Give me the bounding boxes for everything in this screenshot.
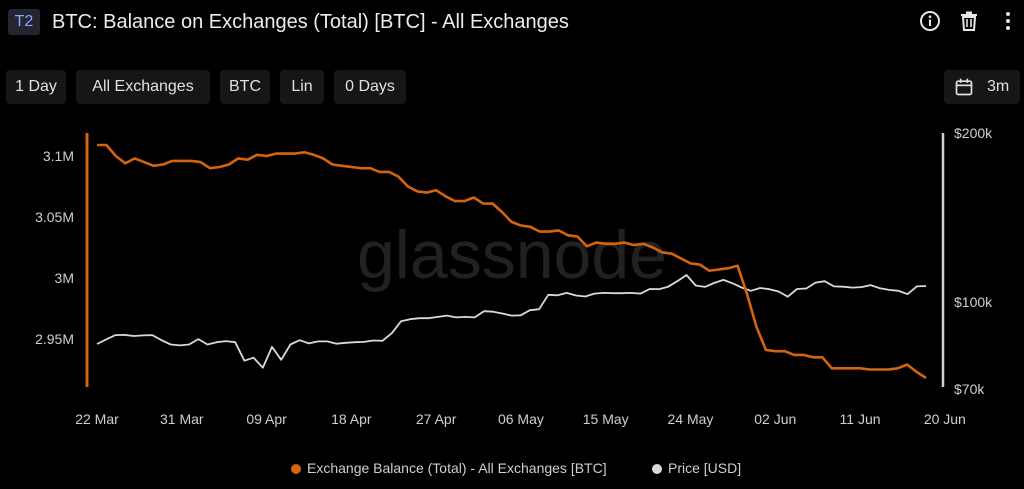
x-axis-tick-label: 02 Jun: [754, 411, 796, 427]
right-axis-tick-label: $100k: [954, 294, 993, 310]
trash-icon[interactable]: [957, 9, 981, 33]
left-axis-tick-label: 3M: [55, 270, 74, 286]
left-axis-tick-label: 3.05M: [35, 209, 74, 225]
x-axis-tick-label: 22 Mar: [75, 411, 119, 427]
legend-item-balance[interactable]: Exchange Balance (Total) - All Exchanges…: [291, 456, 607, 480]
price-series-line: [96, 274, 927, 369]
currency-button[interactable]: BTC: [220, 70, 270, 104]
legend-label-price: Price [USD]: [668, 460, 742, 476]
watermark-text: glassnode: [357, 217, 667, 293]
x-axis-tick-label: 15 May: [583, 411, 629, 427]
more-options-icon[interactable]: [996, 9, 1020, 33]
chart-toolbar: 1 Day All Exchanges BTC Lin 0 Days 3m: [0, 70, 1024, 104]
moving-average-button[interactable]: 0 Days: [334, 70, 406, 104]
legend-dot-price: [652, 464, 662, 474]
left-axis-tick-label: 2.95M: [35, 331, 74, 347]
x-axis-tick-label: 11 Jun: [840, 411, 881, 427]
calendar-icon: [955, 78, 973, 96]
x-axis-tick-label: 18 Apr: [331, 411, 372, 427]
legend-item-price[interactable]: Price [USD]: [652, 456, 741, 480]
x-axis-ticks: 22 Mar 31 Mar 09 Apr 18 Apr 27 Apr 06 May 15 M…: [75, 411, 966, 427]
x-axis-tick-label: 27 Apr: [416, 411, 457, 427]
legend-dot-balance: [291, 464, 301, 474]
exchange-select-button[interactable]: All Exchanges: [76, 70, 210, 104]
chart-legend: Exchange Balance (Total) - All Exchanges…: [0, 456, 1024, 480]
scale-button[interactable]: Lin: [280, 70, 324, 104]
timerange-button[interactable]: 3m: [944, 70, 1020, 104]
balance-series-line: [97, 143, 927, 380]
right-axis-ticks: $200k $100k $70k: [954, 125, 993, 397]
info-icon[interactable]: [918, 9, 942, 33]
x-axis-tick-label: 31 Mar: [160, 411, 204, 427]
chart-header: T2 BTC: Balance on Exchanges (Total) [BT…: [0, 0, 1024, 44]
x-axis-tick-label: 09 Apr: [246, 411, 287, 427]
right-axis-tick-label: $70k: [954, 381, 985, 397]
x-axis-tick-label: 06 May: [498, 411, 544, 427]
left-axis-ticks: 3.1M 3.05M 3M 2.95M: [35, 148, 74, 347]
right-axis-tick-label: $200k: [954, 125, 993, 141]
chart-tag-badge[interactable]: T2: [8, 9, 40, 35]
x-axis-tick-label: 20 Jun: [924, 411, 966, 427]
legend-label-balance: Exchange Balance (Total) - All Exchanges…: [307, 460, 607, 476]
chart-title: BTC: Balance on Exchanges (Total) [BTC] …: [52, 11, 569, 33]
left-axis-tick-label: 3.1M: [43, 148, 74, 164]
x-axis-tick-label: 24 May: [668, 411, 714, 427]
timerange-label: 3m: [987, 78, 1010, 95]
resolution-button[interactable]: 1 Day: [6, 70, 66, 104]
